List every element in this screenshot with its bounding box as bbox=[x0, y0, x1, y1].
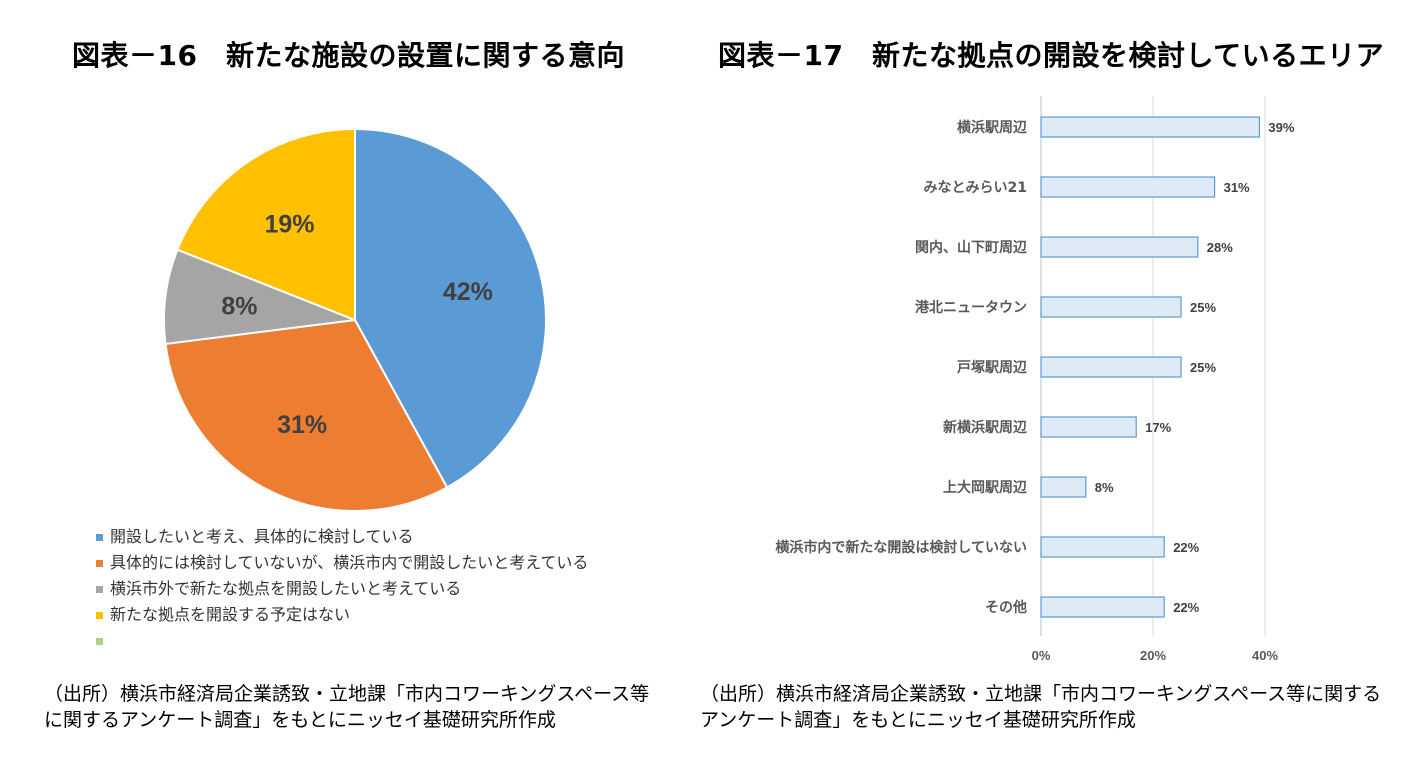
legend-swatch-2 bbox=[96, 585, 103, 593]
source-note-left: （出所）横浜市経済局企業誘致・立地課「市内コワーキングスペース等に関するアンケー… bbox=[44, 683, 650, 731]
pie-legend: 開設したいと考え、具体的に検討している具体的には検討していないが、横浜市内で開設… bbox=[96, 524, 588, 654]
bar-data-label-2: 28% bbox=[1207, 240, 1233, 255]
bar-data-label-7: 22% bbox=[1173, 540, 1199, 555]
category-label-0: 横浜駅周辺 bbox=[957, 119, 1027, 136]
bar-2 bbox=[1040, 236, 1199, 258]
x-tick-label-0: 0% bbox=[1032, 648, 1051, 663]
legend-swatch-4 bbox=[96, 637, 103, 645]
bar-1 bbox=[1040, 176, 1216, 198]
bar-chart-title: 図表－17 新たな拠点の開設を検討しているエリア bbox=[718, 39, 1385, 72]
pie-data-label-1: 31% bbox=[277, 411, 327, 439]
pie-data-label-2: 8% bbox=[221, 292, 257, 320]
category-label-2: 関内、山下町周辺 bbox=[915, 239, 1027, 256]
x-tick-label-1: 20% bbox=[1140, 648, 1166, 663]
category-label-4: 戸塚駅周辺 bbox=[957, 359, 1027, 376]
bar-data-label-3: 25% bbox=[1190, 300, 1216, 315]
pie-slice-1 bbox=[164, 318, 449, 512]
bar-data-label-1: 31% bbox=[1224, 180, 1250, 195]
bar-chart: 0% 20% 40% 横浜駅周辺 39% みなとみらい21 31% 関内、山下町周辺 28% 港北… bbox=[775, 96, 1295, 663]
legend-item-0: 開設したいと考え、具体的に検討している bbox=[96, 524, 588, 550]
bar-4 bbox=[1040, 356, 1182, 378]
category-label-7: 横浜市内で新たな開設は検討していない bbox=[775, 539, 1027, 556]
legend-swatch-3 bbox=[96, 611, 103, 619]
category-label-1: みなとみらい21 bbox=[924, 180, 1027, 196]
category-label-6: 上大岡駅周辺 bbox=[943, 479, 1027, 496]
x-tick-label-2: 40% bbox=[1252, 648, 1278, 663]
bar-data-label-4: 25% bbox=[1190, 360, 1216, 375]
source-note-right: （出所）横浜市経済局企業誘致・立地課「市内コワーキングスペース等に関するアンケー… bbox=[700, 683, 1382, 731]
legend-item-3: 新たな拠点を開設する予定はない bbox=[96, 602, 588, 628]
pie-data-label-3: 19% bbox=[264, 211, 314, 239]
bar-5 bbox=[1040, 416, 1137, 438]
legend-swatch-0 bbox=[96, 533, 103, 541]
bar-8 bbox=[1040, 596, 1165, 618]
bar-3 bbox=[1040, 296, 1182, 318]
bar-0 bbox=[1040, 116, 1260, 138]
pie-data-label-0: 42% bbox=[443, 278, 493, 306]
bar-7 bbox=[1040, 536, 1165, 558]
pie-slice-3 bbox=[176, 127, 356, 322]
legend-item-1: 具体的には検討していないが、横浜市内で開設したいと考えている bbox=[96, 550, 588, 576]
legend-label-2: 横浜市外で新たな拠点を開設したいと考えている bbox=[110, 579, 462, 598]
legend-label-0: 開設したいと考え、具体的に検討している bbox=[110, 527, 414, 546]
legend-item-4 bbox=[96, 628, 588, 654]
legend-label-1: 具体的には検討していないが、横浜市内で開設したいと考えている bbox=[110, 553, 589, 572]
pie-chart-title: 図表－16 新たな施設の設置に関する意向 bbox=[72, 39, 625, 72]
category-label-5: 新横浜駅周辺 bbox=[943, 419, 1027, 436]
pie-slice-2 bbox=[163, 248, 356, 346]
legend-item-2: 横浜市外で新たな拠点を開設したいと考えている bbox=[96, 576, 588, 602]
category-label-8: その他 bbox=[985, 599, 1027, 616]
category-label-3: 港北ニュータウン bbox=[915, 299, 1027, 316]
bar-data-label-6: 8% bbox=[1095, 480, 1114, 495]
bar-data-label-5: 17% bbox=[1145, 420, 1171, 435]
pie-slice-0 bbox=[354, 127, 547, 489]
bar-data-label-8: 22% bbox=[1173, 600, 1199, 615]
pie-chart: 42% 31% 8% 19% bbox=[163, 127, 547, 512]
legend-swatch-1 bbox=[96, 559, 103, 567]
legend-label-3: 新たな拠点を開設する予定はない bbox=[110, 605, 351, 624]
bar-6 bbox=[1040, 476, 1087, 498]
bar-data-label-0: 39% bbox=[1268, 120, 1294, 135]
